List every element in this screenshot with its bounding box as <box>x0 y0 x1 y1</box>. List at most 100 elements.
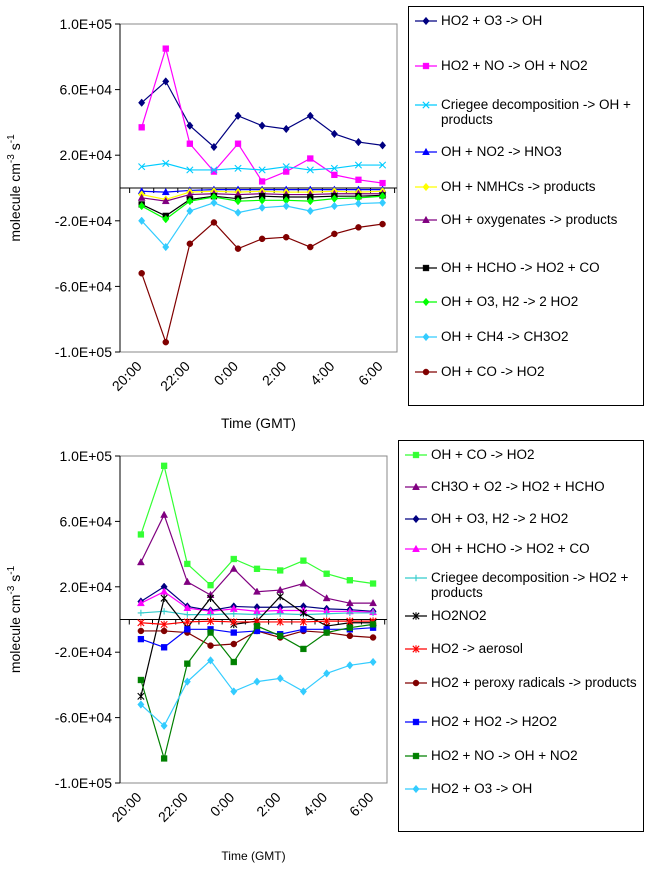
data-point <box>346 577 354 584</box>
legend-symbol <box>415 16 437 26</box>
series-7 <box>138 192 387 224</box>
data-point <box>230 610 237 617</box>
data-point <box>230 555 237 563</box>
data-point <box>161 187 170 196</box>
data-point <box>138 163 146 171</box>
legend-symbol <box>415 182 437 192</box>
legend-label: HO2NO2 <box>431 608 487 623</box>
series-9 <box>138 219 386 346</box>
legend-label: HO2 + O3 -> OH <box>441 13 543 28</box>
data-point <box>230 658 237 666</box>
x-tick-label: 20:00 <box>109 358 145 394</box>
data-point <box>160 594 168 602</box>
chart-bottom: 1.0E+05 6.0E+04 2.0E+04 -2.0E+04 -6.0E+04 -1.… <box>6 448 388 863</box>
data-point <box>183 603 192 612</box>
data-point <box>137 627 145 635</box>
data-point <box>234 164 242 172</box>
legend-symbol <box>405 679 427 687</box>
data-point <box>137 676 145 684</box>
legend-label: OH + O3, H2 -> 2 HO2 <box>431 511 569 526</box>
data-point <box>183 677 191 686</box>
data-point <box>137 609 145 617</box>
data-point <box>186 166 194 174</box>
data-point <box>138 270 145 277</box>
data-point <box>369 598 377 607</box>
data-point <box>253 611 261 618</box>
data-point <box>276 585 285 594</box>
data-point <box>369 580 377 587</box>
data-point <box>330 129 338 139</box>
data-point <box>282 163 290 171</box>
data-point <box>207 611 214 618</box>
data-point <box>331 230 338 238</box>
data-point <box>253 677 261 686</box>
data-point <box>136 598 145 607</box>
legend-label: OH + CO -> HO2 <box>431 447 535 462</box>
series-line <box>140 659 374 727</box>
data-point <box>276 592 284 601</box>
data-point <box>346 632 354 640</box>
y-axis-title: molecule cm-3 s-1 <box>6 134 23 242</box>
data-point <box>354 161 363 169</box>
legend-symbol <box>415 297 437 307</box>
legend-label: OH + O3, H2 -> 2 HO2 <box>441 294 579 309</box>
data-point <box>306 206 314 216</box>
data-point <box>258 178 266 185</box>
x-axis-title: Time (GMT) <box>221 849 285 863</box>
data-point <box>369 621 377 628</box>
x-tick-label: 22:00 <box>157 358 193 394</box>
data-point <box>184 626 191 633</box>
data-point <box>276 674 284 683</box>
y-tick-label: -1.0E+05 <box>55 775 112 791</box>
x-tick-label: 6:00 <box>355 358 386 389</box>
data-point <box>207 656 215 665</box>
legend-top: HO2 + O3 -> OH HO2 + NO -> OH + NO2 Criege… <box>408 6 644 406</box>
legend-symbol <box>405 451 427 459</box>
data-point <box>258 203 266 212</box>
data-point <box>258 166 266 174</box>
y-tick-label: 6.0E+04 <box>59 82 112 98</box>
data-point <box>277 632 284 640</box>
data-point <box>346 617 354 625</box>
legend-symbol <box>415 101 437 109</box>
data-point <box>300 626 307 633</box>
legend-symbol <box>415 215 437 223</box>
y-tick-label: 6.0E+04 <box>59 513 112 529</box>
legend-symbol <box>405 612 427 620</box>
y-tick-label: 1.0E+05 <box>59 16 112 32</box>
data-point <box>283 168 290 175</box>
data-point <box>210 166 218 174</box>
data-point <box>323 610 330 617</box>
y-axis-title: molecule cm-3 s-1 <box>6 565 23 673</box>
legend-label: HO2 -> aerosol <box>431 641 523 656</box>
data-point <box>210 168 218 175</box>
legend-symbol <box>405 482 427 490</box>
data-point <box>184 660 191 667</box>
legend-symbol <box>405 514 427 524</box>
series-0 <box>137 462 377 589</box>
y-tick-label: -1.0E+05 <box>55 344 112 360</box>
data-point <box>282 201 290 211</box>
series-line <box>141 162 383 171</box>
legend-label: Criegee decomposition -> HO2 + products <box>431 570 629 600</box>
data-point <box>253 587 261 595</box>
y-tick-label: -6.0E+04 <box>55 278 112 294</box>
data-point <box>258 235 266 243</box>
data-point <box>299 579 308 587</box>
data-point <box>160 608 168 615</box>
data-point <box>306 166 314 174</box>
series-10 <box>137 656 377 730</box>
data-point <box>282 233 290 241</box>
data-point <box>137 635 145 643</box>
data-point <box>234 111 242 121</box>
data-point <box>162 242 170 252</box>
data-point <box>230 640 238 648</box>
series-1 <box>136 510 377 607</box>
data-point <box>137 700 145 709</box>
data-point <box>299 618 308 626</box>
data-point <box>234 208 242 217</box>
data-point <box>379 220 386 228</box>
data-point <box>323 629 330 636</box>
legend-label: HO2 + peroxy radicals -> products <box>431 675 637 690</box>
y-tick-label: -6.0E+04 <box>55 710 112 726</box>
